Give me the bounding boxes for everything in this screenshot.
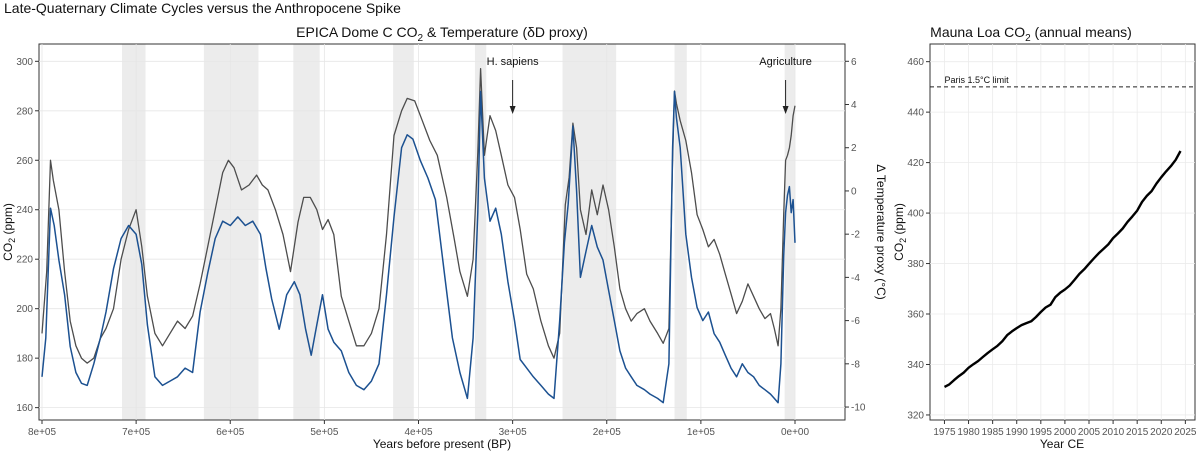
interglacial-band — [293, 44, 320, 420]
interglacial-band — [562, 44, 617, 420]
y-tick-label: 320 — [907, 410, 924, 421]
annotation-arrow-head — [782, 106, 789, 114]
y2-tick-label: -2 — [851, 230, 860, 241]
y2-tick-label: -8 — [851, 359, 860, 370]
y-tick-label: 420 — [907, 158, 924, 169]
mauna-loa-ticks: 1975 1980 1985 1990 1995 2000 2005 2010 2015 2020… — [907, 57, 1197, 438]
y-tick-label: 340 — [907, 360, 924, 371]
x-tick-label: 1980 — [957, 427, 980, 438]
epica-series — [41, 68, 796, 404]
y-tick-label: 360 — [907, 310, 924, 321]
epica-panel: 8e+05 7e+05 6e+05 5e+05 4e+05 3e+05 2e+05 1e+05… — [1, 24, 888, 451]
x-tick-label: 2015 — [1126, 427, 1149, 438]
mauna-loa-title: Mauna Loa CO2 (annual means) — [930, 24, 1132, 44]
annotation-label: Agriculture — [759, 56, 812, 68]
mauna-loa-panel: Paris 1.5°C limit 1975 1980 1985 1990 1995 20… — [892, 24, 1197, 451]
interglacial-band — [393, 44, 414, 420]
y-tick-label: 260 — [16, 156, 33, 167]
x-tick-label: 2005 — [1078, 427, 1101, 438]
y-tick-label: 220 — [16, 255, 33, 266]
y2-tick-label: 4 — [851, 100, 857, 111]
x-tick-label: 1995 — [1030, 427, 1053, 438]
y-tick-label: 280 — [16, 106, 33, 117]
epica-plot-area — [38, 43, 846, 421]
y2-tick-label: -6 — [851, 316, 860, 327]
y-tick-label: 180 — [16, 354, 33, 365]
mauna-loa-y-axis-title: CO2 (ppm) — [892, 203, 908, 261]
x-tick-label: 8e+05 — [28, 427, 57, 438]
y-tick-label: 460 — [907, 57, 924, 68]
y2-tick-label: -4 — [851, 273, 860, 284]
x-tick-label: 0e+00 — [781, 427, 810, 438]
interglacial-band — [674, 44, 687, 420]
interglacial-band — [203, 44, 259, 420]
y2-tick-label: -10 — [851, 403, 866, 414]
epica-y-axis-title: CO2 (ppm) — [1, 203, 17, 261]
y-tick-label: 160 — [16, 403, 33, 414]
interglacial-band — [784, 44, 795, 420]
epica-x-axis-title: Years before present (BP) — [373, 437, 511, 451]
y-tick-label: 380 — [907, 259, 924, 270]
temperature-series-line — [41, 90, 796, 404]
y2-tick-label: 2 — [851, 143, 857, 154]
mauna-loa-x-axis-title: Year CE — [1040, 437, 1084, 451]
mauna-loa-series — [943, 150, 1182, 388]
x-tick-label: 3e+05 — [499, 427, 528, 438]
x-tick-label: 1985 — [982, 427, 1005, 438]
y-tick-label: 200 — [16, 304, 33, 315]
mauna-loa-plot-area — [929, 43, 1196, 421]
y-tick-label: 300 — [16, 57, 33, 68]
interglacial-band — [474, 44, 487, 420]
x-tick-label: 4e+05 — [404, 427, 433, 438]
x-tick-label: 2000 — [1054, 427, 1077, 438]
x-tick-label: 2020 — [1150, 427, 1173, 438]
mauna-loa-series-line — [943, 150, 1182, 388]
mauna-loa-gridlines — [930, 44, 1195, 420]
x-tick-label: 7e+05 — [122, 427, 151, 438]
x-tick-label: 2e+05 — [593, 427, 622, 438]
x-tick-label: 1975 — [933, 427, 956, 438]
x-tick-label: 2010 — [1102, 427, 1125, 438]
epica-ticks: 8e+05 7e+05 6e+05 5e+05 4e+05 3e+05 2e+05 1e+05… — [16, 57, 866, 438]
figure-title: Late-Quaternary Climate Cycles versus th… — [4, 0, 401, 16]
y-tick-label: 240 — [16, 205, 33, 216]
x-tick-label: 6e+05 — [216, 427, 245, 438]
mauna-loa-reference: Paris 1.5°C limit — [930, 75, 1195, 88]
epica-annotations: H. sapiens Agriculture — [487, 56, 812, 114]
y2-tick-label: 6 — [851, 57, 857, 68]
x-tick-label: 5e+05 — [310, 427, 339, 438]
co2-series-line — [41, 68, 796, 364]
x-tick-label: 1e+05 — [687, 427, 716, 438]
y-tick-label: 400 — [907, 209, 924, 220]
annotation-label: H. sapiens — [487, 56, 539, 68]
paris-limit-label: Paris 1.5°C limit — [944, 75, 1009, 85]
x-tick-label: 1990 — [1006, 427, 1029, 438]
y2-tick-label: 0 — [851, 186, 857, 197]
y-tick-label: 440 — [907, 108, 924, 119]
annotation-arrow-head — [509, 106, 516, 114]
epica-y2-axis-title: Δ Temperature proxy (°C) — [874, 164, 888, 300]
x-tick-label: 2025 — [1174, 427, 1197, 438]
interglacial-bands — [122, 44, 795, 420]
epica-title: EPICA Dome C CO2 & Temperature (δD proxy… — [296, 24, 588, 44]
